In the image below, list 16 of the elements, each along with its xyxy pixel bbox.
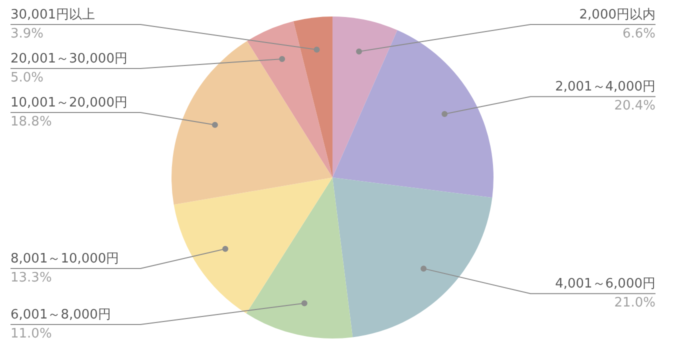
data-label: 5.0% [10,70,44,86]
slice-label: 4,001～6,000円 [555,276,656,292]
slice-label: 8,001～10,000円 [10,252,120,267]
data-label: 3.9% [10,26,44,42]
data-label: 20.4% [614,98,656,114]
data-label: 13.3% [10,270,52,286]
slice-label: 10,001～20,000円 [10,96,128,110]
slice-label: 2,000円以内 [579,8,656,22]
data-label: 18.8% [10,114,52,130]
data-label: 11.0% [10,326,52,342]
slice-label: 30,001円以上 [10,8,95,22]
slice-label: 20,001～30,000円 [10,52,128,66]
data-label: 21.0% [614,296,656,311]
slice-label: 6,001～8,000円 [10,308,111,322]
data-label: 6.6% [622,26,656,42]
slice-label: 2,001～4,000円 [555,80,656,95]
